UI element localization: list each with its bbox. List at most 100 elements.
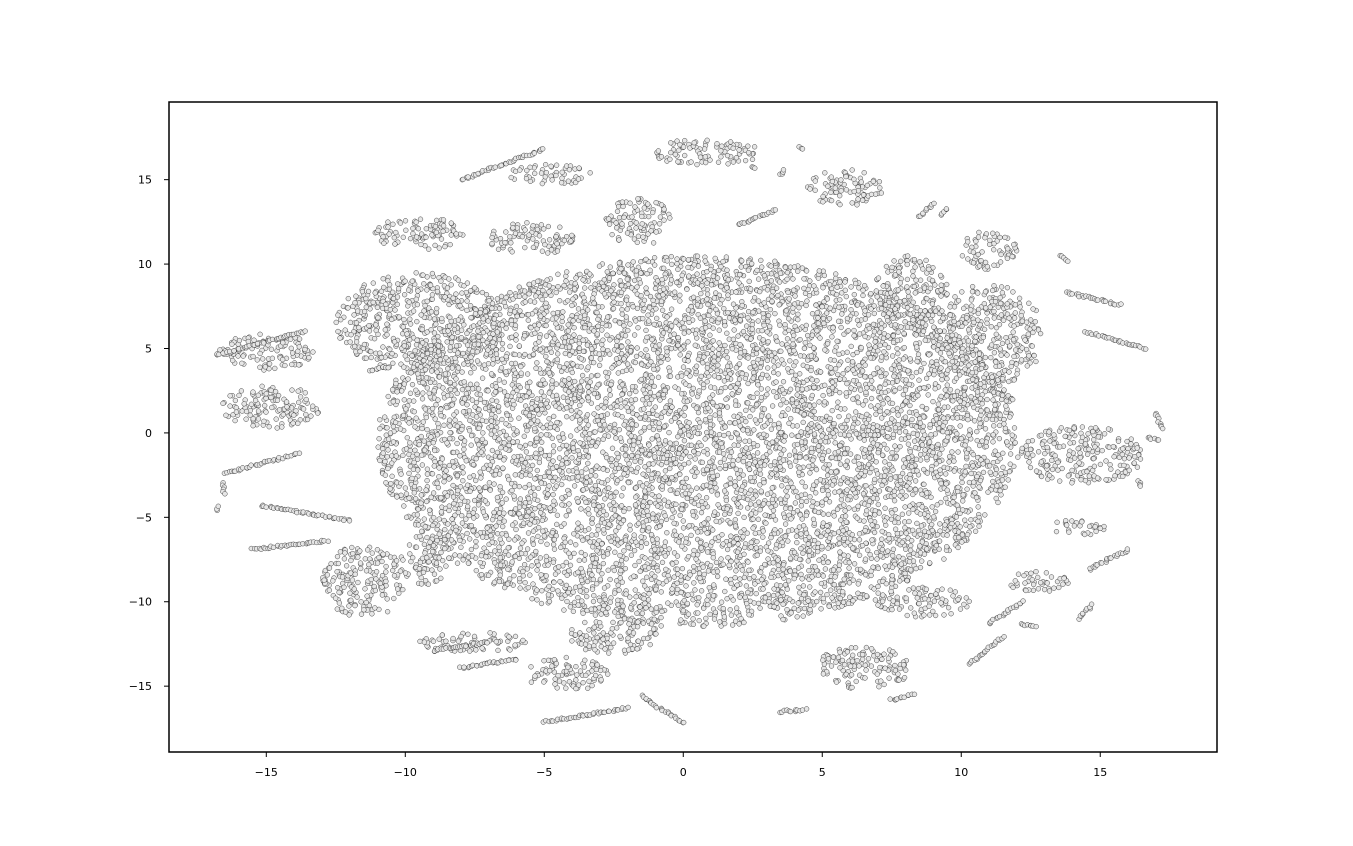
scatter-point: [675, 571, 681, 577]
scatter-point: [667, 440, 673, 446]
scatter-point: [508, 416, 514, 423]
scatter-point: [1002, 425, 1009, 431]
scatter-point: [625, 544, 631, 551]
scatter-point: [878, 373, 884, 380]
scatter-point: [737, 576, 743, 582]
scatter-point: [663, 404, 669, 411]
scatter-point: [423, 487, 429, 493]
scatter-point: [642, 555, 648, 561]
scatter-point: [668, 253, 674, 260]
scatter-point: [679, 272, 685, 279]
scatter-point: [627, 527, 633, 533]
scatter-point: [598, 611, 604, 617]
scatter-point: [817, 438, 824, 445]
scatter-point: [772, 310, 778, 317]
scatter-point: [401, 503, 407, 509]
scatter-point: [862, 333, 868, 340]
scatter-point: [892, 506, 898, 513]
scatter-point: [567, 289, 573, 295]
scatter-point: [860, 292, 866, 299]
scatter-point: [584, 578, 591, 585]
scatter-point: [668, 345, 675, 352]
scatter-point: [735, 414, 741, 420]
scatter-point: [664, 258, 670, 264]
scatter-point: [909, 537, 915, 544]
scatter-point: [683, 370, 690, 376]
scatter-point: [398, 480, 404, 486]
scatter-point: [746, 438, 753, 444]
scatter-point: [744, 600, 750, 607]
scatter-point: [696, 617, 702, 624]
scatter-point: [943, 471, 949, 477]
scatter-point: [677, 352, 683, 358]
scatter-point: [479, 375, 486, 381]
scatter-point: [779, 341, 785, 347]
scatter-point: [832, 440, 838, 446]
scatter-point: [528, 489, 534, 495]
scatter-point: [791, 549, 798, 556]
scatter-point: [792, 500, 799, 506]
scatter-point: [860, 287, 866, 293]
scatter-point: [655, 374, 662, 380]
scatter-point: [757, 471, 764, 477]
scatter-point: [771, 388, 777, 395]
scatter-point: [644, 334, 650, 341]
scatter-point: [506, 476, 512, 483]
scatter-point: [475, 386, 482, 392]
scatter-point: [977, 477, 984, 484]
scatter-point: [680, 364, 687, 370]
scatter-point: [533, 455, 539, 461]
scatter-point: [829, 482, 836, 488]
scatter-point: [798, 503, 805, 509]
scatter-point: [402, 485, 409, 491]
scatter-point: [810, 516, 817, 522]
scatter-point: [946, 453, 953, 460]
scatter-point: [384, 454, 390, 460]
scatter-point: [377, 417, 383, 423]
scatter-point: [554, 521, 560, 528]
scatter-point: [879, 528, 885, 535]
scatter-point: [872, 512, 878, 518]
scatter-point: [629, 285, 635, 291]
scatter-point: [692, 456, 698, 462]
scatter-point: [817, 589, 824, 596]
scatter-point: [654, 412, 660, 418]
scatter-point: [842, 508, 848, 514]
scatter-point: [530, 351, 537, 358]
scatter-point: [770, 560, 776, 566]
scatter-point: [634, 345, 640, 351]
data-points: [214, 137, 1166, 726]
scatter-point: [842, 513, 849, 519]
scatter-point: [589, 346, 595, 352]
scatter-point: [921, 481, 927, 488]
scatter-point: [934, 361, 940, 368]
scatter-point: [609, 463, 615, 469]
scatter-point: [684, 495, 690, 502]
scatter-point: [419, 425, 425, 432]
scatter-point: [723, 396, 729, 402]
scatter-point: [807, 278, 813, 284]
scatter-point: [607, 264, 613, 270]
scatter-point: [647, 499, 653, 506]
scatter-point: [564, 414, 570, 420]
scatter-point: [737, 317, 743, 323]
scatter-point: [713, 518, 719, 524]
scatter-point: [863, 593, 870, 599]
scatter-point: [833, 469, 839, 475]
scatter-point: [906, 510, 912, 516]
scatter-point: [645, 512, 651, 519]
scatter-point: [426, 390, 432, 396]
scatter-point: [530, 485, 537, 491]
scatter-point: [423, 414, 429, 421]
scatter-point: [882, 505, 888, 511]
scatter-point: [931, 339, 937, 345]
scatter-point: [556, 455, 563, 461]
scatter-point: [700, 505, 706, 511]
scatter-point: [384, 425, 390, 431]
scatter-point: [545, 562, 551, 568]
scatter-point: [566, 550, 572, 556]
scatter-point: [944, 532, 950, 538]
scatter-point: [740, 472, 746, 478]
scatter-point: [750, 375, 756, 381]
scatter-point: [539, 517, 546, 524]
